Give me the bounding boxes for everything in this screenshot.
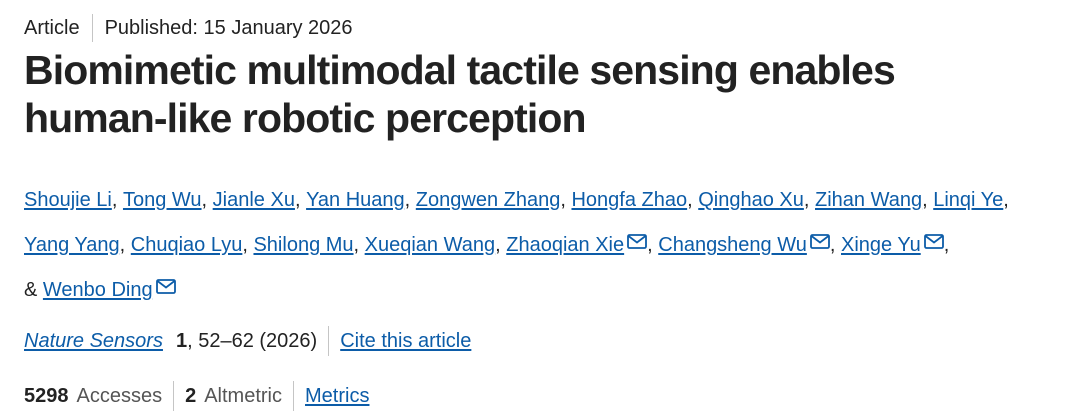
metrics-divider	[293, 381, 295, 411]
author-separator: ,	[829, 234, 841, 256]
author-separator: ,	[647, 234, 659, 256]
journal-link[interactable]: Nature Sensors	[24, 330, 163, 352]
author-link[interactable]: Linqi Ye	[933, 189, 1004, 211]
citation-row: Nature Sensors 1 , 52–62 (2026) Cite thi…	[24, 326, 1054, 356]
author-link[interactable]: Yan Huang	[306, 189, 405, 211]
author-entry: Changsheng Wu,	[658, 234, 841, 256]
author-link[interactable]: Jianle Xu	[212, 189, 295, 211]
author-link[interactable]: Qinghao Xu	[698, 189, 804, 211]
author-link[interactable]: Tong Wu	[122, 189, 202, 211]
author-entry: Yan Huang,	[306, 189, 416, 211]
envelope-icon[interactable]	[923, 234, 944, 249]
article-type: Article	[24, 17, 80, 39]
author-link[interactable]: Hongfa Zhao	[571, 189, 688, 211]
author-separator: ,	[111, 189, 123, 211]
altmetric-count: 2	[185, 385, 197, 407]
author-entry: Hongfa Zhao,	[571, 189, 698, 211]
author-separator: ,	[294, 189, 307, 211]
author-list: Shoujie Li, Tong Wu, Jianle Xu, Yan Huan…	[24, 189, 1009, 301]
author-separator: ,	[404, 189, 416, 211]
author-link[interactable]: Changsheng Wu	[658, 234, 807, 256]
envelope-icon[interactable]	[155, 279, 176, 294]
author-entry: Xinge Yu	[841, 234, 944, 256]
author-entry: Zhaoqian Xie,	[506, 234, 658, 256]
author-link[interactable]: Xinge Yu	[841, 234, 921, 256]
author-entry: Xueqian Wang,	[365, 234, 507, 256]
author-entry: & Wenbo Ding	[24, 279, 176, 301]
author-link[interactable]: Shilong Mu	[253, 234, 354, 256]
author-separator: ,	[119, 234, 131, 256]
metrics-link[interactable]: Metrics	[305, 385, 370, 407]
author-separator: ,	[922, 189, 934, 211]
author-link[interactable]: Zhaoqian Xie	[506, 234, 625, 256]
author-entry: Tong Wu,	[123, 189, 213, 211]
journal-volume: 1	[175, 330, 188, 352]
envelope-icon[interactable]	[627, 234, 648, 249]
accesses-label: Accesses	[76, 385, 163, 407]
metrics-divider	[173, 381, 175, 411]
author-entry: Shoujie Li,	[24, 189, 123, 211]
author-link[interactable]: Chuqiao Lyu	[130, 234, 243, 256]
author-separator: ,	[560, 189, 572, 211]
author-separator: ,	[803, 189, 815, 211]
metrics-row: 5298 Accesses 2 Altmetric Metrics	[24, 381, 1054, 411]
author-entry: Linqi Ye,	[933, 189, 1009, 211]
author-link[interactable]: Zongwen Zhang	[415, 189, 561, 211]
author-separator: ,	[495, 234, 507, 256]
author-separator: ,	[353, 234, 365, 256]
author-entry: Zihan Wang,	[815, 189, 933, 211]
author-separator: ,	[1003, 189, 1009, 211]
journal-pages-year: , 52–62 (2026)	[187, 330, 318, 352]
author-entry: Zongwen Zhang,	[416, 189, 572, 211]
author-link[interactable]: Wenbo Ding	[42, 279, 153, 301]
author-separator: ,	[687, 189, 699, 211]
author-entry: Yang Yang,	[24, 234, 131, 256]
altmetric-label: Altmetric	[204, 385, 283, 407]
article-title: Biomimetic multimodal tactile sensing en…	[24, 47, 896, 141]
author-ampersand: &	[24, 279, 43, 301]
accesses-count: 5298	[24, 385, 69, 407]
article-header: Article Published: 15 January 2026 Biomi…	[24, 14, 1054, 411]
author-entry: Jianle Xu,	[213, 189, 306, 211]
author-separator: ,	[201, 189, 213, 211]
envelope-icon[interactable]	[809, 234, 830, 249]
author-entry: Shilong Mu,	[253, 234, 364, 256]
article-meta: Article Published: 15 January 2026	[24, 14, 1054, 42]
author-separator: ,	[242, 234, 254, 256]
citation-divider	[328, 326, 330, 356]
meta-divider	[91, 14, 93, 42]
cite-article-link[interactable]: Cite this article	[340, 330, 472, 352]
author-link[interactable]: Shoujie Li	[24, 189, 112, 211]
author-entry: Qinghao Xu,	[698, 189, 815, 211]
author-link[interactable]: Zihan Wang	[815, 189, 923, 211]
author-link[interactable]: Yang Yang	[24, 234, 120, 256]
author-entry: Chuqiao Lyu,	[131, 234, 254, 256]
author-link[interactable]: Xueqian Wang	[364, 234, 496, 256]
published-date: Published: 15 January 2026	[104, 17, 353, 39]
